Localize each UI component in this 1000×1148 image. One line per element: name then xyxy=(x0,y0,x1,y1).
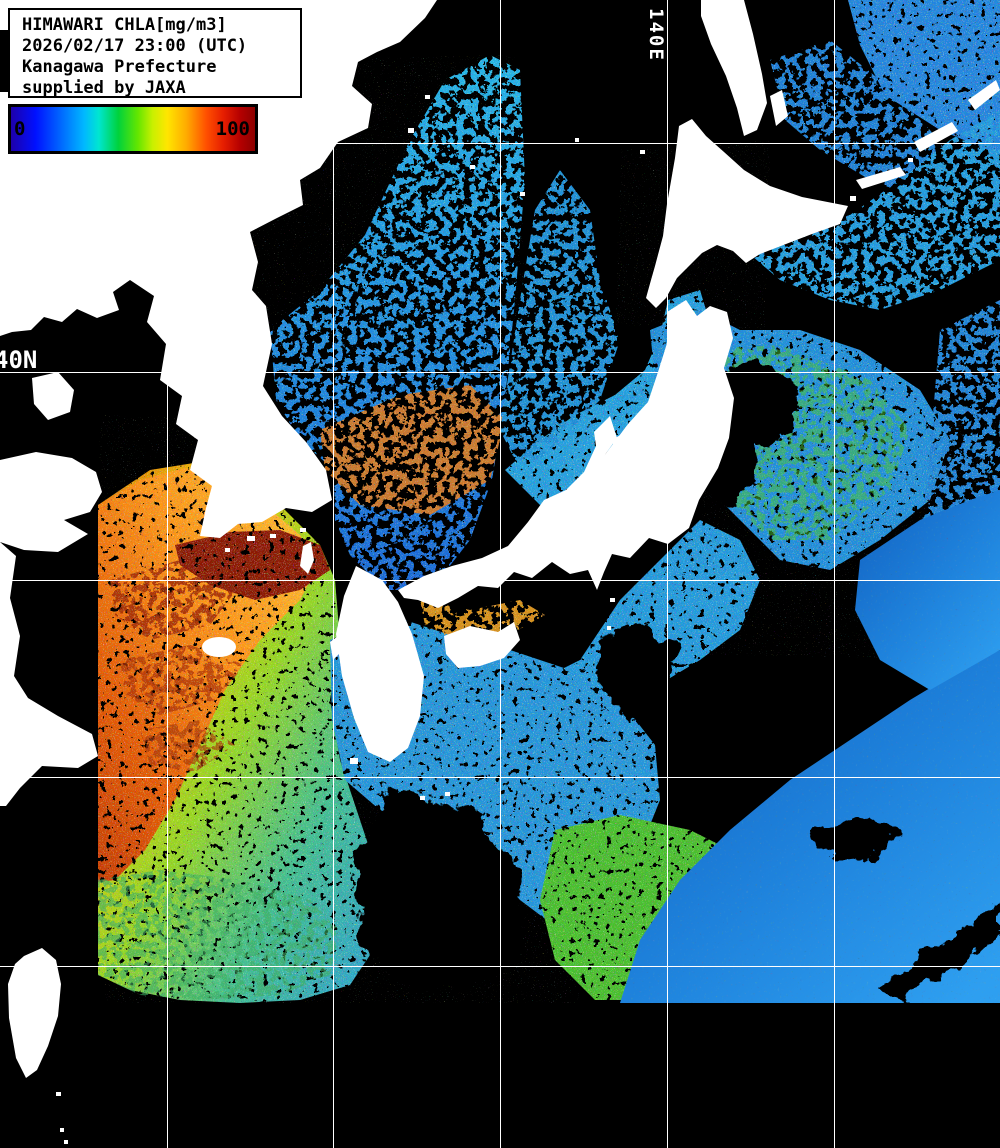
title-source: supplied by JAXA xyxy=(22,78,186,98)
title-datetime: 2026/02/17 23:00 (UTC) xyxy=(22,36,248,56)
small-islands xyxy=(56,95,645,1144)
longitude-label-140e: 140E xyxy=(645,8,667,62)
land-taiwan xyxy=(8,948,61,1078)
land-tsushima xyxy=(300,542,314,574)
colorbar-max-label: 100 xyxy=(215,118,250,140)
land-sado xyxy=(612,434,626,456)
title-box: HIMAWARI CHLA[mg/m3] 2026/02/17 23:00 (U… xyxy=(8,8,302,98)
colorbar-min-label: 0 xyxy=(14,118,26,140)
land-hokkaido xyxy=(646,119,848,308)
land-goto xyxy=(330,636,341,660)
land-kuril-islands xyxy=(850,80,1000,201)
coast-notch xyxy=(0,30,10,92)
land-honshu xyxy=(398,300,734,608)
colorbar: 0 100 xyxy=(8,104,258,154)
land-sakhalin-sliver xyxy=(770,90,788,126)
title-region: Kanagawa Prefecture xyxy=(22,57,217,77)
land-kyushu xyxy=(336,566,424,762)
land-sakhalin xyxy=(701,0,767,136)
land-shandong xyxy=(0,452,102,552)
title-product: HIMAWARI CHLA[mg/m3] xyxy=(22,15,227,35)
latitude-label-40n: 40N xyxy=(0,346,37,374)
land-jiangsu-coast xyxy=(0,542,98,806)
land-shikoku xyxy=(444,622,520,668)
land-jeju xyxy=(202,637,236,657)
land-liaodong xyxy=(32,372,74,420)
